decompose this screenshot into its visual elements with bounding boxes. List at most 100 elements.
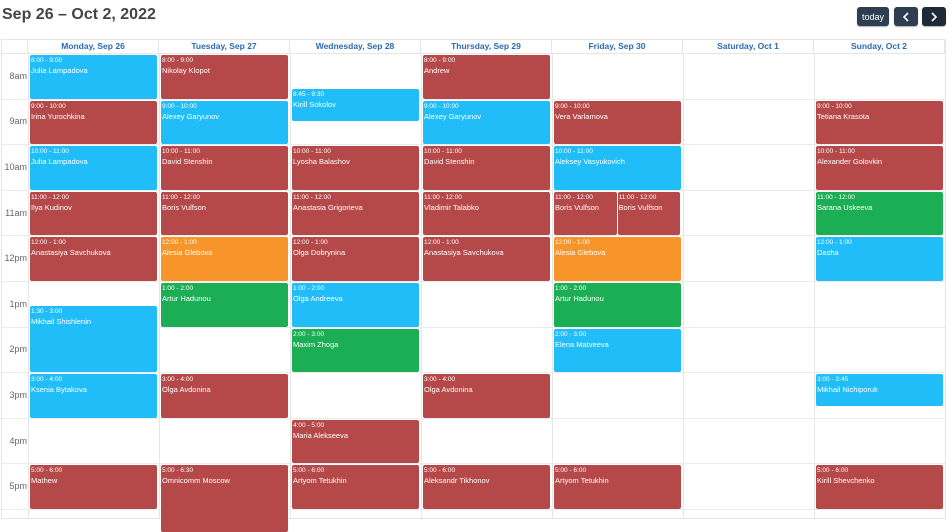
calendar-event[interactable]: 2:00 - 3:00 Elena Matveeva [554, 328, 681, 373]
event-time: 11:00 - 12:00 [817, 193, 855, 201]
calendar-event[interactable]: 4:00 - 5:00 Maria Alekseeva [292, 419, 419, 464]
calendar-event[interactable]: 1:00 - 2:00 Olga Andreeva [292, 283, 419, 327]
hour-gridline [2, 417, 945, 419]
chevron-right-icon [931, 11, 938, 22]
calendar-event[interactable]: 5:00 - 6:00 Mathew [30, 465, 157, 509]
calendar-event[interactable]: 9:00 - 10:00 Alexey Garyunov [161, 100, 288, 145]
calendar-event[interactable]: 5:00 - 6:00 Artyom Tetukhin [554, 465, 681, 509]
event-title: Boris Vulfson [162, 202, 206, 212]
calendar-event[interactable]: 5:00 - 6:00 Artyom Tetukhin [292, 465, 419, 509]
calendar-event[interactable]: 10:00 - 11:00 David Stenshin [161, 146, 288, 190]
event-time: 8:00 - 9:00 [424, 57, 456, 64]
calendar-event[interactable]: 10:00 - 11:00 David Stenshin [423, 146, 550, 190]
event-time: 4:00 - 5:00 [293, 421, 325, 429]
event-title: Dasha [817, 248, 839, 258]
event-time: 12:00 - 1:00 [817, 239, 852, 247]
event-time: 10:00 - 11:00 [31, 148, 69, 156]
calendar-event[interactable]: 11:00 - 12:00 Vladimir Talabko [423, 191, 550, 236]
calendar-event[interactable]: 9:00 - 10:00 Alexey Garyunov [423, 100, 550, 145]
calendar-event[interactable]: 5:00 - 6:00 Aleksandr Tikhonov [423, 465, 550, 509]
event-title: Tetiana Krasota [817, 111, 870, 121]
event-time: 2:00 - 3:00 [555, 330, 587, 338]
calendar-event[interactable]: 3:00 - 4:00 Olga Avdonina [161, 374, 288, 418]
calendar-event[interactable]: 12:00 - 1:00 Alesia Glebova [554, 237, 681, 281]
calendar-event[interactable]: 12:00 - 1:00 Anastasiya Savchukova [30, 237, 157, 281]
event-time: 9:00 - 10:00 [555, 102, 590, 110]
event-time: 1:00 - 2:00 [162, 285, 194, 292]
event-title: Artyom Tetukhin [555, 476, 609, 486]
event-title: Nikolay Klopot [162, 66, 210, 75]
calendar-event[interactable]: 9:00 - 10:00 Irina Yurochkina [30, 100, 157, 145]
event-time: 8:00 - 9:00 [162, 57, 194, 64]
day-column-divider [683, 54, 684, 518]
today-button[interactable]: today [857, 7, 889, 26]
event-title: Vladimir Talabko [424, 202, 479, 212]
calendar-event[interactable]: 8:00 - 9:00 Nikolay Klopot [161, 55, 288, 99]
hour-gridline [2, 326, 945, 328]
event-time: 9:00 - 10:00 [31, 102, 66, 110]
prev-week-button[interactable] [894, 7, 918, 26]
event-time: 5:00 - 6:00 [293, 467, 325, 475]
calendar-event[interactable]: 10:00 - 11:00 Julia Lampadova [30, 146, 157, 190]
calendar-event[interactable]: 1:30 - 3:00 Mikhail Shishlenin [30, 305, 157, 373]
event-title: Maria Alekseeva [293, 430, 349, 440]
event-time: 1:30 - 3:00 [31, 307, 63, 315]
event-title: Olga Dobrynina [293, 248, 346, 258]
event-time: 5:00 - 6:00 [31, 467, 63, 475]
calendar-event[interactable]: 11:00 - 12:00 Boris Vulfson [617, 191, 680, 236]
event-time: 10:00 - 11:00 [424, 148, 462, 156]
event-time: 12:00 - 1:00 [162, 239, 197, 247]
calendar-event[interactable]: 11:00 - 12:00 Sarana Uskeeva [816, 191, 943, 236]
event-time: 8:45 - 9:30 [293, 91, 325, 99]
calendar-event[interactable]: 8:00 - 9:00 Andrew [423, 55, 550, 99]
calendar-event[interactable]: 12:00 - 1:00 Anastasiya Savchukova [423, 237, 550, 281]
calendar-event[interactable]: 9:00 - 10:00 Vera Varlamova [554, 100, 681, 145]
event-title: Sarana Uskeeva [817, 202, 873, 212]
event-title: Anastasiya Savchukova [31, 248, 111, 258]
event-time: 1:00 - 2:00 [555, 285, 587, 292]
calendar-event[interactable]: 3:00 - 3:45 Mikhail Nichiporuk [816, 374, 943, 407]
calendar-event[interactable]: 10:00 - 11:00 Lyosha Balashov [292, 146, 419, 190]
calendar-event[interactable]: 5:00 - 6:00 Kirill Shevchenko [816, 465, 943, 509]
event-title: Ilya Kudinov [31, 202, 72, 212]
event-time: 3:00 - 4:00 [31, 376, 63, 384]
calendar-event[interactable]: 11:00 - 12:00 Ilya Kudinov [30, 191, 157, 236]
event-title: Anastasiya Savchukova [424, 248, 504, 258]
hour-label: 2pm [9, 344, 27, 355]
calendar-event[interactable]: 11:00 - 12:00 Boris Vulfson [161, 191, 288, 236]
calendar-event[interactable]: 3:00 - 4:00 Olga Avdonina [423, 374, 550, 418]
calendar-event[interactable]: 2:00 - 3:00 Maxim Zhoga [292, 328, 419, 373]
event-title: Mikhail Shishlenin [31, 316, 92, 326]
event-time: 12:00 - 1:00 [293, 239, 328, 247]
calendar-event[interactable]: 3:00 - 4:00 Ksenia Bytakova [30, 374, 157, 418]
event-title: David Stenshin [162, 157, 213, 167]
calendar-event[interactable]: 12:00 - 1:00 Olga Dobrynina [292, 237, 419, 281]
hour-gridline [2, 235, 945, 237]
day-header: Wednesday, Sep 28 [290, 40, 421, 54]
event-time: 5:00 - 6:00 [424, 467, 456, 475]
calendar-event[interactable]: 8:45 - 9:30 Kirill Sokolov [292, 89, 419, 122]
calendar-event[interactable]: 5:00 - 6:30 Omnicomm Moscow [161, 465, 288, 532]
calendar-event[interactable]: 1:00 - 2:00 Artur Hadunou [161, 283, 288, 327]
calendar-event[interactable]: 10:00 - 11:00 Alexander Golovkin [816, 146, 943, 190]
hour-label: 3pm [9, 390, 27, 400]
event-time: 3:00 - 3:45 [817, 376, 849, 384]
event-time: 11:00 - 12:00 [424, 193, 462, 201]
calendar-event[interactable]: 8:00 - 9:00 Julia Lampadova [30, 55, 157, 99]
calendar-event[interactable]: 1:00 - 2:00 Artur Hadunou [554, 283, 681, 327]
calendar-event[interactable]: 10:00 - 11:00 Aleksey Vasyukovich [554, 146, 681, 190]
calendar-event[interactable]: 9:00 - 10:00 Tetiana Krasota [816, 100, 943, 145]
calendar-event[interactable]: 12:00 - 1:00 Dasha [816, 237, 943, 281]
calendar-event[interactable]: 11:00 - 12:00 Boris Vulfson [554, 191, 617, 236]
event-time: 5:00 - 6:00 [555, 467, 587, 475]
event-time: 5:00 - 6:30 [162, 467, 194, 475]
event-time: 2:00 - 3:00 [293, 330, 325, 338]
event-title: Aleksey Vasyukovich [555, 157, 625, 167]
event-time: 12:00 - 1:00 [424, 239, 459, 247]
day-column-divider [28, 54, 29, 518]
event-title: Olga Avdonina [424, 385, 473, 395]
calendar-event[interactable]: 12:00 - 1:00 Alesia Glebova [161, 237, 288, 281]
calendar-event[interactable]: 11:00 - 12:00 Anastasia Grigorieva [292, 191, 419, 236]
next-week-button[interactable] [922, 7, 946, 26]
event-title: Kirill Shevchenko [817, 476, 875, 486]
